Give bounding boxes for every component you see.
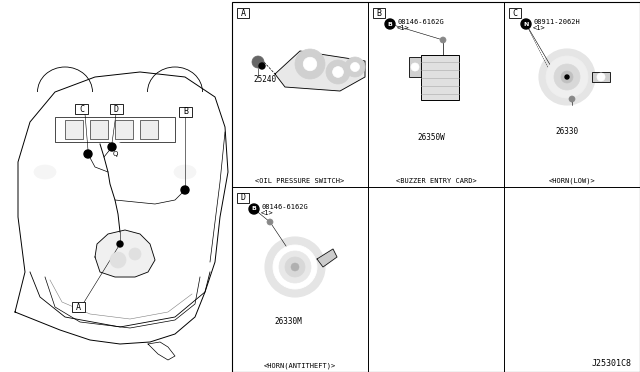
Circle shape bbox=[285, 257, 305, 277]
Text: B: B bbox=[183, 108, 188, 116]
Text: <1>: <1> bbox=[533, 25, 546, 31]
Circle shape bbox=[385, 19, 395, 29]
Text: A: A bbox=[241, 9, 246, 17]
Circle shape bbox=[569, 96, 575, 102]
Polygon shape bbox=[15, 72, 228, 344]
Circle shape bbox=[103, 142, 127, 166]
Bar bbox=[179, 107, 192, 117]
Circle shape bbox=[249, 204, 259, 214]
Circle shape bbox=[351, 62, 360, 71]
Circle shape bbox=[267, 219, 273, 225]
Text: <HORN(ANTITHEFT)>: <HORN(ANTITHEFT)> bbox=[264, 363, 336, 369]
Circle shape bbox=[265, 237, 325, 297]
Circle shape bbox=[252, 56, 264, 68]
Circle shape bbox=[411, 63, 419, 71]
Circle shape bbox=[561, 71, 573, 83]
Text: <OIL PRESSURE SWITCH>: <OIL PRESSURE SWITCH> bbox=[255, 178, 344, 184]
Text: <1>: <1> bbox=[397, 25, 410, 31]
Polygon shape bbox=[275, 51, 365, 91]
Circle shape bbox=[565, 75, 569, 79]
Text: B: B bbox=[252, 206, 257, 212]
Circle shape bbox=[546, 56, 588, 98]
Circle shape bbox=[129, 248, 141, 260]
Circle shape bbox=[521, 19, 531, 29]
Bar bbox=[115, 120, 133, 139]
Circle shape bbox=[597, 73, 605, 81]
Text: 25240: 25240 bbox=[253, 76, 276, 84]
Bar bbox=[72, 302, 85, 312]
Text: 08146-6162G: 08146-6162G bbox=[261, 204, 308, 210]
Circle shape bbox=[181, 186, 189, 194]
Text: 08146-6162G: 08146-6162G bbox=[397, 19, 444, 25]
Text: J25301C8: J25301C8 bbox=[592, 359, 632, 368]
Bar bbox=[421, 55, 459, 100]
Text: C: C bbox=[513, 9, 518, 17]
Bar bbox=[75, 104, 88, 114]
Bar bbox=[140, 120, 158, 139]
Bar bbox=[237, 8, 249, 18]
Text: 26350W: 26350W bbox=[417, 132, 445, 141]
Text: <1>: <1> bbox=[261, 210, 274, 216]
Circle shape bbox=[273, 245, 317, 289]
Text: <BUZZER ENTRY CARD>: <BUZZER ENTRY CARD> bbox=[396, 178, 476, 184]
Bar bbox=[509, 8, 521, 18]
Circle shape bbox=[554, 64, 580, 90]
Circle shape bbox=[108, 143, 116, 151]
Ellipse shape bbox=[34, 165, 56, 179]
Circle shape bbox=[295, 49, 325, 79]
Bar bbox=[409, 57, 421, 77]
Polygon shape bbox=[317, 249, 337, 267]
Bar bbox=[237, 193, 249, 203]
Circle shape bbox=[291, 263, 299, 271]
Ellipse shape bbox=[174, 165, 196, 179]
Text: 26330M: 26330M bbox=[274, 317, 301, 327]
Text: <HORN(LOW)>: <HORN(LOW)> bbox=[548, 178, 595, 184]
Text: Q: Q bbox=[112, 151, 118, 157]
Text: B: B bbox=[376, 9, 381, 17]
Text: D: D bbox=[114, 105, 119, 113]
Circle shape bbox=[117, 241, 123, 247]
Text: B: B bbox=[388, 22, 392, 26]
Bar bbox=[55, 117, 175, 142]
Bar bbox=[65, 120, 83, 139]
Circle shape bbox=[84, 150, 92, 158]
Circle shape bbox=[539, 49, 595, 105]
Text: D: D bbox=[241, 193, 246, 202]
Circle shape bbox=[440, 37, 446, 43]
Text: N: N bbox=[524, 22, 529, 26]
Text: 26330: 26330 bbox=[556, 128, 579, 137]
Text: C: C bbox=[79, 105, 84, 113]
Circle shape bbox=[303, 57, 317, 71]
Circle shape bbox=[259, 63, 265, 69]
Bar bbox=[592, 72, 610, 82]
Bar bbox=[232, 2, 640, 372]
Bar bbox=[110, 104, 123, 114]
Bar bbox=[90, 120, 108, 139]
Polygon shape bbox=[95, 230, 155, 277]
Circle shape bbox=[333, 67, 344, 77]
Circle shape bbox=[326, 60, 350, 84]
Bar bbox=[373, 8, 385, 18]
Text: 08911-2062H: 08911-2062H bbox=[533, 19, 580, 25]
Circle shape bbox=[345, 57, 365, 77]
Circle shape bbox=[279, 251, 311, 283]
Circle shape bbox=[110, 252, 126, 268]
Text: A: A bbox=[76, 302, 81, 311]
